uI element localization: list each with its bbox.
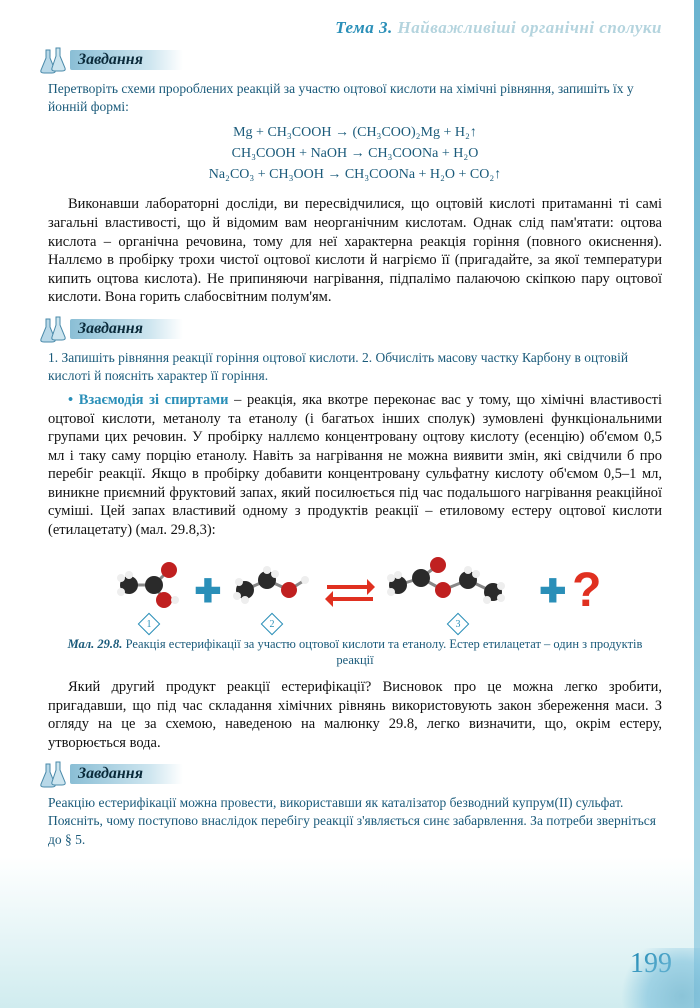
caption-bold: Мал. 29.8. xyxy=(68,637,123,651)
task-banner: Завдання xyxy=(70,50,183,70)
eq2: CH₃COOH + NaOH → CH₃COONa + H₂O xyxy=(48,143,662,164)
figure-29-8: 1 ✚ 2 xyxy=(48,550,662,632)
fig-label-3: 3 xyxy=(447,612,470,635)
task-header-2: Завдання xyxy=(38,315,662,343)
task-header-3: Завдання xyxy=(38,760,662,788)
flask-icon xyxy=(38,46,68,74)
plus-icon: ✚ xyxy=(537,572,568,610)
molecule-1 xyxy=(109,550,189,612)
task-banner: Завдання xyxy=(70,764,183,784)
para2-lead: • Взаємодія зі спиртами xyxy=(68,392,228,408)
theme-header: Тема 3. Найважливіші органічні сполуки xyxy=(48,18,662,38)
fig-label-1: 1 xyxy=(137,612,160,635)
task3-text: Реакцію естерифікації можна провести, ви… xyxy=(48,794,662,849)
caption-text: Реакція естерифікації за участю оцтової … xyxy=(122,637,642,667)
molecule-2 xyxy=(227,550,317,612)
eq1: Mg + CH₃COOH → (CH₃COO)₂Mg + H₂↑ xyxy=(48,122,662,143)
flask-icon xyxy=(38,315,68,343)
eq3: Na₂CO₃ + CH₃OOH → CH₃COONa + H₂O + CO₂↑ xyxy=(48,164,662,185)
para2-rest: – реакція, яка вкотре переконає вас у то… xyxy=(48,392,662,538)
paragraph-2: • Взаємодія зі спиртами – реакція, яка в… xyxy=(48,391,662,539)
fig-label-2: 2 xyxy=(261,612,284,635)
figure-caption: Мал. 29.8. Реакція естерифікації за учас… xyxy=(48,636,662,669)
task2-text: 1. Запишіть рівняння реакції горіння оцт… xyxy=(48,349,662,385)
task-banner: Завдання xyxy=(70,319,183,339)
molecule-3 xyxy=(383,550,533,612)
equilibrium-arrow-icon xyxy=(321,575,379,607)
corner-decoration xyxy=(610,948,700,1008)
task1-text: Перетворіть схеми пророблених реакцій за… xyxy=(48,80,662,116)
theme-label: Тема 3. xyxy=(335,18,393,37)
flask-icon xyxy=(38,760,68,788)
theme-title: Найважливіші органічні сполуки xyxy=(398,18,662,37)
plus-icon: ✚ xyxy=(193,572,224,610)
paragraph-1: Виконавши лабораторні досліди, ви пересв… xyxy=(48,195,662,306)
paragraph-3: Який другий продукт реакції естерифікаці… xyxy=(48,678,662,752)
equations: Mg + CH₃COOH → (CH₃COO)₂Mg + H₂↑ CH₃COOH… xyxy=(48,122,662,185)
task-header-1: Завдання xyxy=(38,46,662,74)
question-mark: ? xyxy=(572,563,601,618)
